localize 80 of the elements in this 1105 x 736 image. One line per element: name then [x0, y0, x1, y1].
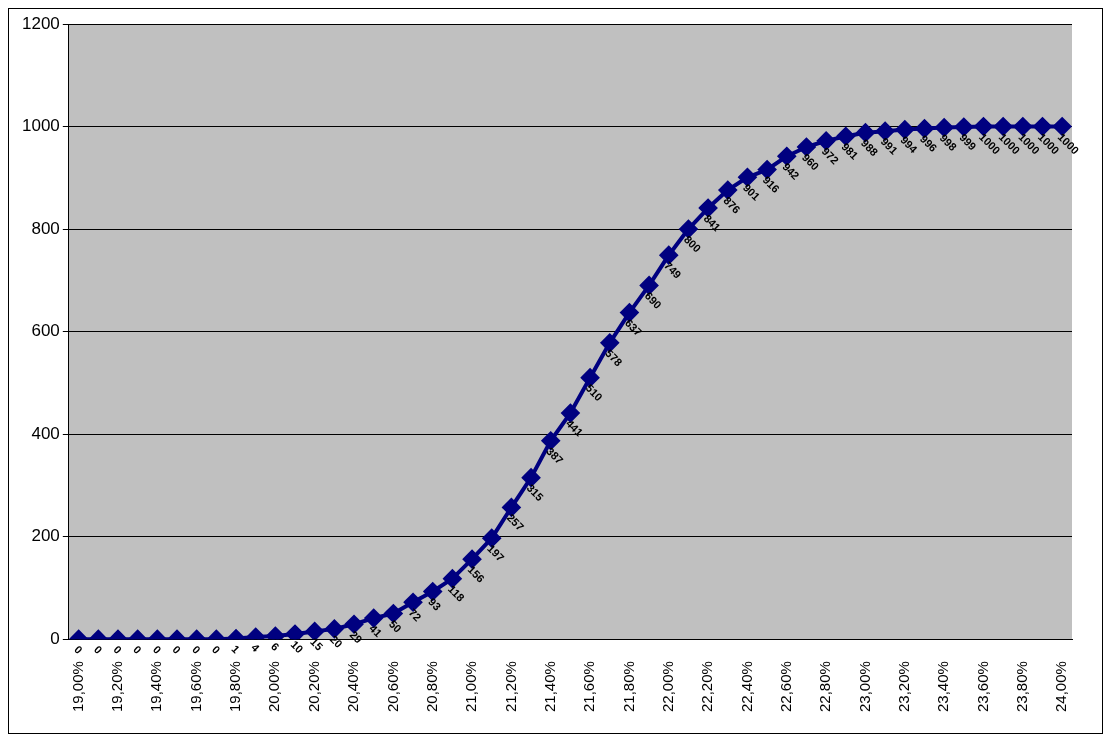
y-tick-label: 0: [50, 628, 60, 648]
data-label: 0: [111, 643, 125, 657]
data-label: 1: [229, 642, 243, 656]
data-label: 50: [386, 617, 404, 635]
x-tick-label: 21,60%: [580, 661, 598, 712]
data-label: 942: [780, 160, 802, 182]
x-tick-label: 23,20%: [894, 661, 912, 712]
point: [325, 619, 344, 638]
x-tick-label: 20,40%: [344, 661, 362, 712]
data-label: 4: [249, 641, 263, 655]
data-label: 0: [131, 643, 144, 657]
data-label: 999: [957, 131, 979, 153]
x-tick-label: 20,80%: [422, 661, 440, 712]
data-label: 0: [170, 643, 184, 657]
y-tick-label: 800: [31, 218, 60, 238]
data-label: 0: [91, 643, 105, 657]
data-label: 841: [701, 212, 724, 234]
data-label: 998: [937, 131, 960, 154]
data-label: 981: [839, 140, 861, 162]
x-tick-label: 21,00%: [462, 661, 480, 712]
data-label: 0: [150, 643, 164, 657]
data-label: 876: [721, 194, 743, 216]
data-label: 315: [524, 481, 546, 504]
x-tick-label: 21,20%: [501, 661, 519, 712]
data-label: 510: [583, 381, 605, 404]
data-label: 991: [878, 135, 901, 157]
data-label: 972: [819, 144, 842, 167]
data-label: 578: [603, 346, 625, 369]
x-tick-label: 19,20%: [108, 661, 126, 712]
point: [364, 609, 383, 628]
data-label: 118: [445, 582, 467, 604]
data-label: 901: [740, 181, 763, 203]
data-label: 72: [406, 606, 424, 624]
data-label: 15: [308, 635, 326, 653]
data-label: 0: [209, 643, 223, 657]
x-tick-label: 22,80%: [816, 661, 834, 712]
x-tick-label: 19,40%: [147, 661, 165, 712]
x-tick-label: 19,60%: [186, 661, 204, 712]
data-label: 41: [367, 622, 385, 640]
x-tick-label: 22,00%: [658, 661, 676, 712]
y-tick-label: 400: [31, 423, 60, 443]
data-label: 690: [642, 289, 664, 311]
y-tick-label: 1000: [21, 116, 60, 136]
x-tick-label: 22,60%: [776, 661, 794, 712]
data-label: 0: [190, 643, 203, 657]
data-label: 10: [288, 638, 306, 656]
point: [286, 625, 305, 640]
x-tick-label: 21,80%: [619, 661, 637, 712]
x-tick-label: 20,60%: [383, 661, 401, 712]
data-label: 749: [662, 259, 684, 281]
data-label: 93: [426, 595, 444, 613]
x-tick-label: 20,20%: [304, 661, 322, 712]
data-label: 197: [485, 542, 507, 564]
data-label: 387: [544, 444, 566, 467]
data-label: 988: [858, 136, 881, 159]
x-tick-label: 22,40%: [737, 661, 755, 712]
x-tick-label: 19,80%: [226, 661, 244, 712]
data-label: 0: [72, 643, 85, 657]
data-label: 800: [681, 233, 704, 255]
data-label: 916: [760, 173, 783, 196]
data-label: 257: [504, 511, 527, 533]
data-label: 637: [622, 316, 645, 339]
x-tick-label: 23,80%: [1012, 661, 1030, 712]
data-label: 960: [799, 151, 822, 173]
x-tick-label: 23,00%: [855, 661, 873, 712]
data-label: 156: [465, 563, 487, 585]
data-label: 6: [268, 640, 282, 653]
y-tick-label: 1200: [21, 13, 60, 33]
x-tick-label: 19,00%: [68, 661, 86, 712]
data-label: 441: [563, 417, 586, 439]
x-tick-label: 23,40%: [934, 661, 952, 712]
y-tick-label: 600: [31, 321, 60, 341]
point: [561, 404, 580, 423]
x-tick-label: 23,60%: [973, 661, 991, 712]
x-tick-label: 22,20%: [698, 661, 716, 712]
x-tick-label: 24,00%: [1052, 661, 1070, 712]
point: [305, 622, 324, 640]
x-tick-label: 20,00%: [265, 661, 283, 712]
x-tick-label: 21,40%: [540, 661, 558, 712]
y-tick-label: 200: [31, 526, 60, 546]
